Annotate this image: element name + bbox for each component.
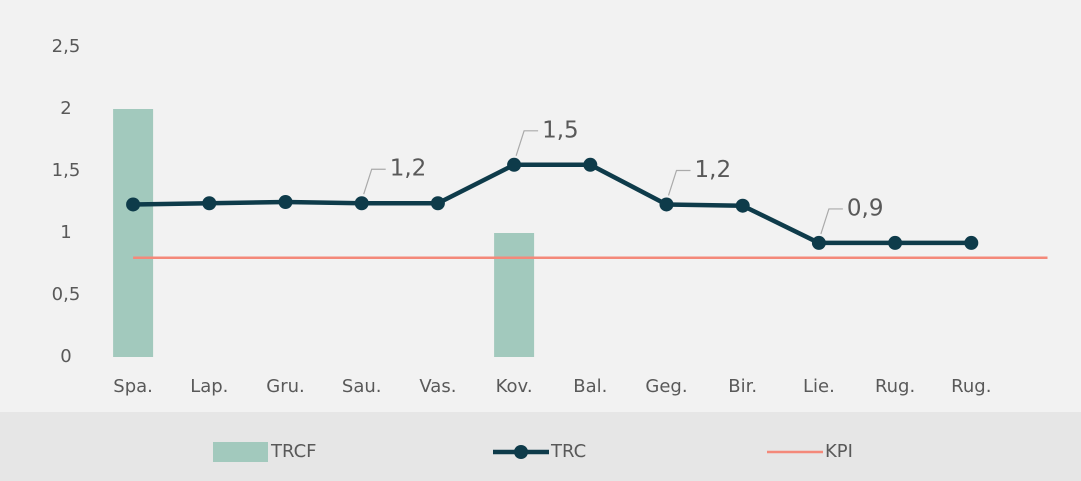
x-tick-label: Lie.	[803, 376, 835, 397]
legend-band	[0, 412, 1081, 481]
legend-label: KPI	[825, 441, 853, 462]
trc-marker	[126, 197, 141, 212]
x-tick-label: Vas.	[419, 376, 456, 397]
trc-marker	[964, 235, 979, 250]
y-tick-label: 1	[60, 222, 71, 243]
label-leader	[820, 208, 843, 235]
trc-marker	[735, 198, 750, 213]
trc-marker	[659, 197, 674, 212]
trc-marker	[430, 196, 445, 211]
trc-marker	[888, 235, 903, 250]
bar	[494, 233, 535, 357]
data-label: 1,5	[542, 117, 579, 143]
y-tick-label: 0,5	[52, 284, 81, 305]
data-label: 1,2	[695, 157, 732, 183]
y-tick-label: 2	[60, 98, 71, 119]
x-tick-label: Bir.	[728, 376, 757, 397]
trc-marker	[583, 157, 598, 172]
x-tick-label: Kov.	[496, 376, 533, 397]
label-leader	[667, 169, 691, 196]
legend-marker	[514, 445, 528, 459]
trc-line	[133, 162, 972, 246]
y-tick-label: 2,5	[52, 36, 81, 57]
label-leader	[363, 168, 386, 195]
x-tick-label: Rug.	[951, 376, 991, 397]
data-label: 1,2	[390, 156, 427, 182]
x-tick-label: Rug.	[875, 376, 915, 397]
trc-marker	[507, 157, 522, 172]
data-label: 0,9	[847, 195, 884, 221]
trc-marker	[811, 235, 826, 250]
legend-label: TRCF	[270, 441, 317, 462]
y-tick-label: 1,5	[52, 160, 81, 181]
x-tick-label: Geg.	[645, 376, 687, 397]
bar	[113, 109, 154, 357]
x-tick-label: Gru.	[266, 376, 304, 397]
legend-label: TRC	[550, 441, 586, 462]
trc-marker	[278, 195, 293, 209]
legend-swatch	[213, 442, 268, 462]
x-tick-label: Sau.	[342, 376, 382, 397]
trc-marker	[202, 196, 217, 211]
x-tick-label: Bal.	[573, 376, 607, 397]
x-tick-label: Spa.	[113, 376, 153, 397]
trc-marker	[354, 196, 369, 211]
x-tick-label: Lap.	[190, 376, 228, 397]
y-tick-label: 0	[60, 346, 71, 367]
label-leader	[515, 130, 539, 156]
